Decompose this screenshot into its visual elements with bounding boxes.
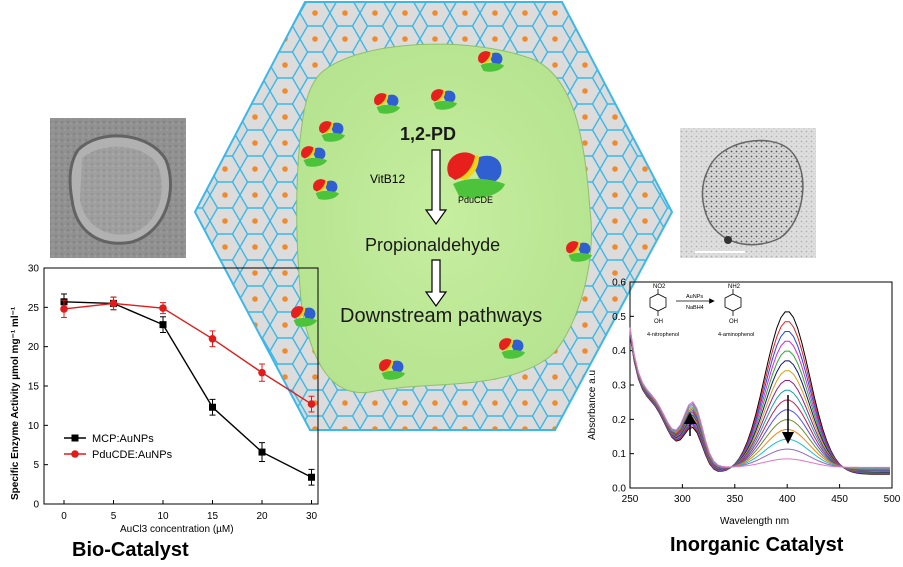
enzyme-icon (313, 179, 339, 200)
step-1-2-pd: 1,2-PD (400, 124, 456, 144)
right-xtick-label: 350 (726, 494, 743, 505)
right-xlabel: Wavelength nm (720, 516, 789, 527)
left-data-point (159, 321, 167, 329)
left-ylabel: Specific Enzyme Activity µmol mg⁻¹ ml⁻¹ (10, 306, 21, 500)
right-ylabel: Absorbance a.u (587, 370, 598, 440)
cofactor-label: VitB12 (370, 172, 405, 186)
left-data-point (208, 335, 217, 343)
enzyme-icon (431, 89, 457, 110)
product-label: 4-aminophenol (718, 332, 754, 338)
right-xtick-label: 250 (622, 494, 639, 505)
enzyme-icon (291, 306, 317, 327)
reagent-top: AuNPs (686, 294, 703, 300)
left-data-point (258, 368, 266, 377)
left-series-line-1 (63, 301, 312, 478)
enzyme-icon (379, 359, 405, 380)
tem-image (680, 128, 816, 258)
left-data-point (308, 473, 315, 481)
legend-series-2: PduCDE:AuNPs (92, 449, 173, 461)
right-ytick-label: 0.2 (612, 415, 626, 426)
enzyme-icon (374, 93, 400, 114)
left-xtick-label: 20 (256, 511, 268, 522)
right-plot-frame (629, 281, 893, 489)
left-ytick-label: 15 (28, 382, 40, 393)
left-data-point (159, 304, 167, 312)
enzyme-icon (499, 338, 525, 359)
caption-bio-catalyst: Bio-Catalyst (72, 539, 189, 561)
absorbance-chart: 0.0 0.1 0.2 0.3 0.4 0.5 0.6 250 300 350 400 450 500… (587, 278, 901, 528)
spectrum-series-16 (629, 327, 890, 468)
step-propionaldehyde: Propionaldehyde (365, 235, 500, 255)
right-ytick-label: 0.3 (612, 381, 626, 392)
left-xtick-label: 30 (306, 511, 318, 522)
left-ytick-label: 5 (33, 460, 39, 471)
left-ytick-label: 25 (28, 303, 40, 314)
arrow-step-1 (424, 149, 448, 226)
enzyme-icon (319, 121, 345, 142)
enzyme-icon (566, 241, 592, 262)
right-xtick-label: 500 (884, 494, 901, 505)
pducde-enzyme-icon (447, 152, 505, 199)
reactant-label: 4-nitrophenol (647, 332, 679, 338)
microcompartment: PduCDE 1,2-PD VitB12 Propionaldehyde Dow… (193, 1, 674, 431)
nitrophenol-structure: NO2 OH 4-nitrophenol (647, 284, 679, 338)
step-downstream: Downstream pathways (340, 305, 542, 327)
caption-inorganic-catalyst: Inorganic Catalyst (670, 534, 844, 556)
left-data-point (307, 400, 316, 408)
right-xtick-label: 450 (831, 494, 848, 505)
arrow-step-2 (424, 259, 448, 308)
reagent-bottom: NaBH4 (686, 305, 704, 311)
right-ytick-label: 0.1 (612, 449, 626, 460)
left-xtick-label: 10 (157, 511, 169, 522)
legend-series-1: MCP:AuNPs (92, 433, 154, 445)
left-series-line-2 (63, 302, 312, 405)
left-xtick-label: 5 (111, 511, 117, 522)
left-data-point (258, 448, 266, 456)
enzyme-cluster (291, 51, 592, 380)
enzyme-activity-chart: 0 5 10 15 20 25 30 0 5 10 15 20 30 MCP:AuNPs PduCDE… (10, 264, 319, 535)
shell-interior (296, 43, 592, 394)
right-ytick-label: 0.5 (612, 312, 626, 323)
enzyme-icon (478, 51, 504, 72)
pducde-label: PduCDE (458, 195, 493, 205)
left-ytick-label: 0 (33, 500, 39, 511)
left-data-point (209, 403, 216, 411)
left-xtick-label: 0 (61, 511, 67, 522)
amino-group-label: NH2 (728, 284, 741, 290)
right-ytick-label: 0.6 (612, 278, 626, 289)
enzyme-icon (301, 146, 327, 167)
right-ytick-label: 0.0 (612, 484, 626, 495)
aminophenol-structure: NH2 OH 4-aminophenol (718, 284, 754, 338)
left-ytick-label: 10 (28, 421, 40, 432)
left-xlabel: AuCl3 concentration (µM) (120, 524, 234, 535)
nitro-group-label: NO2 (653, 284, 666, 290)
left-ytick-label: 30 (28, 264, 40, 275)
hydroxyl-label-2: OH (729, 319, 738, 325)
left-ytick-label: 20 (28, 342, 40, 353)
left-xtick-label: 15 (207, 511, 219, 522)
right-xtick-label: 300 (674, 494, 691, 505)
right-xtick-label: 400 (779, 494, 796, 505)
left-legend: MCP:AuNPs PduCDE:AuNPs (64, 433, 173, 461)
right-ytick-label: 0.4 (612, 346, 626, 357)
sem-image (50, 118, 186, 258)
hydroxyl-label-1: OH (654, 319, 663, 325)
left-data-point (109, 299, 118, 308)
left-data-point (60, 305, 68, 313)
reaction-scheme: NO2 OH 4-nitrophenol AuNPs NaBH4 NH2 OH … (647, 284, 754, 338)
